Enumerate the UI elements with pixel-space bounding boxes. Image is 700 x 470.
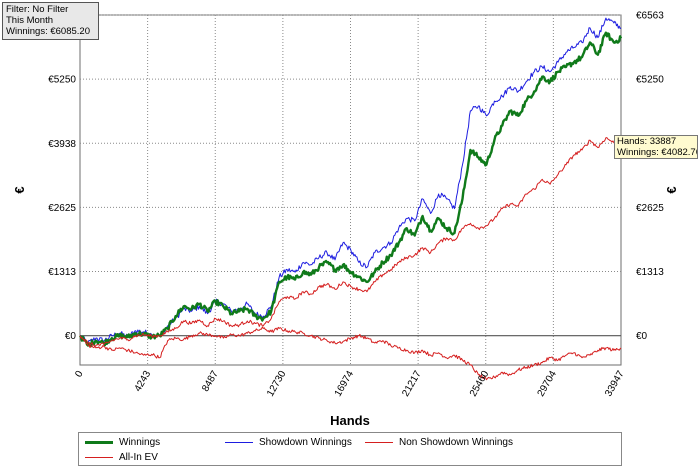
tooltip-hands: Hands: 33887	[617, 137, 695, 148]
filter-label: Filter: No Filter	[6, 4, 95, 15]
x-tick-label: 33947	[603, 369, 627, 399]
y-tick-label-left: €0	[65, 331, 77, 342]
legend-item-allin-ev[interactable]: All-In EV	[85, 452, 158, 464]
filter-info-box: Filter: No Filter This Month Winnings: €…	[2, 2, 99, 40]
x-axis-title: Hands	[330, 413, 370, 428]
legend-label-showdown: Showdown Winnings	[259, 437, 352, 448]
y-tick-label-right: €0	[636, 331, 648, 342]
x-tick-label: 16974	[333, 369, 357, 399]
legend-swatch-showdown	[225, 442, 253, 443]
x-tick-label: 0	[73, 369, 86, 380]
y-tick-label-left: €5250	[48, 75, 76, 86]
legend-label-non-showdown: Non Showdown Winnings	[399, 437, 513, 448]
y-tick-label-right: €1313	[636, 267, 664, 278]
y-tick-label-right: €6563	[636, 11, 664, 22]
y-tick-label-right: €2625	[636, 203, 664, 214]
legend-item-winnings[interactable]: Winnings	[85, 437, 160, 449]
legend-label-allin-ev: All-In EV	[119, 452, 158, 463]
x-tick-label: 8487	[200, 369, 221, 394]
x-tick-label: 4243	[133, 369, 154, 394]
x-tick-label: 25460	[468, 369, 492, 399]
y-axis-title-left: €	[12, 186, 27, 193]
period-label: This Month	[6, 15, 95, 26]
x-tick-label: 21217	[400, 369, 424, 399]
hover-tooltip: Hands: 33887 Winnings: €4082.76	[614, 135, 698, 159]
legend-swatch-allin-ev	[85, 457, 113, 458]
x-tick-labels: 0 4243 8487 12730 16974 21217 25460 29704 33947	[73, 369, 627, 399]
y-tick-labels-left: €0€1313€2625€3938€5250€6563	[48, 11, 76, 343]
legend-swatch-non-showdown	[365, 442, 393, 443]
x-tick-label: 12730	[265, 369, 289, 399]
total-winnings-label: Winnings: €6085.20	[6, 26, 95, 37]
legend-swatch-winnings	[85, 441, 113, 444]
x-tick-label: 29704	[536, 369, 560, 399]
y-tick-label-left: €3938	[48, 139, 76, 150]
tooltip-winnings: Winnings: €4082.76	[617, 148, 695, 159]
y-tick-label-left: €2625	[48, 203, 76, 214]
legend-item-non-showdown[interactable]: Non Showdown Winnings	[365, 437, 513, 449]
y-tick-label-right: €5250	[636, 75, 664, 86]
y-axis-title-right: €	[664, 186, 679, 193]
y-tick-labels-right: €0€1313€2625€3938€5250€6563	[636, 11, 664, 343]
y-tick-label-left: €1313	[48, 267, 76, 278]
legend-item-showdown[interactable]: Showdown Winnings	[225, 437, 352, 449]
legend: Winnings Showdown Winnings Non Showdown …	[78, 432, 622, 466]
legend-label-winnings: Winnings	[119, 437, 160, 448]
